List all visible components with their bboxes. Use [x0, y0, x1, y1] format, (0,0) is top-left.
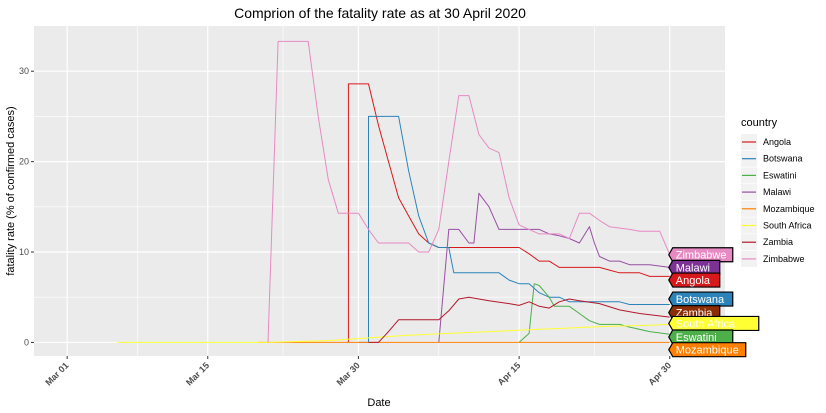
end-label-text: Eswatini: [676, 332, 717, 344]
end-label-malawi: Malawi: [668, 259, 721, 275]
y-tick-label: 30: [19, 66, 29, 76]
end-label-eswatini: Eswatini: [668, 329, 734, 345]
end-label-angola: Angola: [668, 272, 721, 288]
end-label-mozambique: Mozambique: [668, 342, 747, 358]
legend: country Angola Botswana Eswatini Malawi Moza…: [741, 117, 815, 267]
x-axis-title: Date: [367, 397, 390, 409]
y-tick-label: 10: [19, 247, 29, 257]
plot-panel: [34, 26, 725, 356]
legend-item-angola: Angola: [741, 134, 791, 150]
end-label-zimbabwe: Zimbabwe: [668, 247, 734, 263]
legend-item-botswana: Botswana: [741, 150, 803, 167]
series-line-eswatini: [518, 283, 670, 343]
y-axis-title: fatality rate (% of confirmed cases): [5, 106, 17, 275]
legend-item-south-africa: South Africa: [741, 217, 812, 234]
chart-title: Comprion of the fatality rate as at 30 A…: [234, 5, 526, 21]
end-label-text: South Africa: [676, 318, 736, 330]
series-line-zambia: [368, 296, 670, 343]
series-line-zimbabwe: [267, 40, 671, 343]
series-line-malawi: [438, 192, 670, 343]
legend-item-zambia: Zambia: [741, 234, 793, 251]
y-tick-label: 0: [24, 337, 29, 347]
series-lines: [117, 40, 671, 343]
legend-label: Malawi: [763, 187, 791, 197]
end-label-text: Botswana: [676, 294, 725, 306]
end-labels: ZimbabweMalawiAngolaBotswanaZambiaSouth …: [668, 247, 760, 358]
legend-label: Eswatini: [763, 170, 797, 180]
y-tick-label: 20: [19, 157, 29, 167]
legend-label: Botswana: [763, 154, 803, 164]
legend-label: Mozambique: [763, 204, 815, 214]
series-line-angola: [347, 83, 670, 343]
legend-label: Angola: [763, 137, 791, 147]
series-line-south-africa: [117, 323, 670, 343]
legend-label: Zimbabwe: [763, 254, 805, 264]
legend-title: country: [741, 117, 778, 129]
legend-item-mozambique: Mozambique: [741, 200, 815, 217]
legend-item-zimbabwe: Zimbabwe: [741, 250, 805, 267]
end-label-text: Angola: [676, 275, 711, 287]
legend-item-malawi: Malawi: [741, 184, 791, 201]
y-axis: 0 10 20 30: [19, 66, 34, 347]
end-label-text: Zimbabwe: [676, 250, 727, 262]
end-label-botswana: Botswana: [668, 291, 734, 307]
end-label-south-africa: South Africa: [668, 315, 760, 332]
legend-item-eswatini: Eswatini: [741, 167, 797, 184]
end-label-text: Mozambique: [676, 345, 739, 357]
end-label-text: Malawi: [676, 262, 710, 274]
legend-label: Zambia: [763, 237, 793, 247]
legend-label: South Africa: [763, 221, 812, 231]
